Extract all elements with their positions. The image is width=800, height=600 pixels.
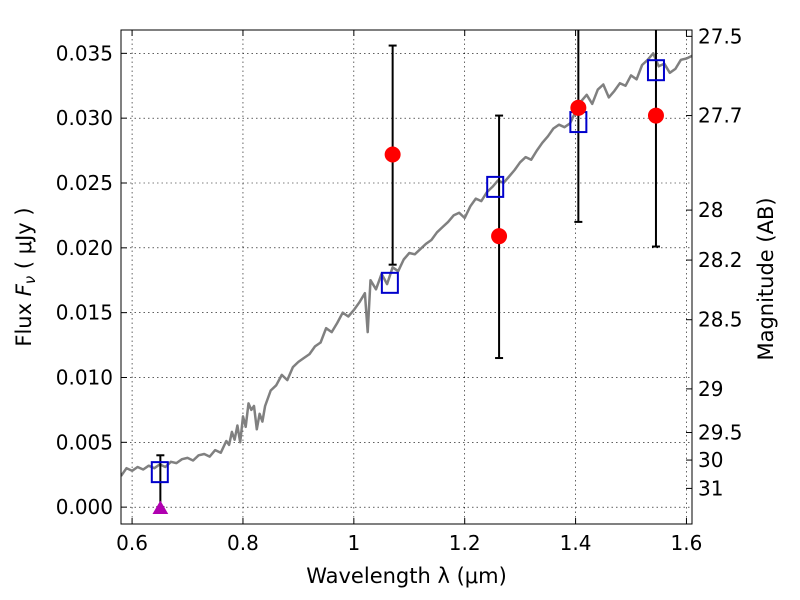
mag-tick-label: 28 [698, 198, 723, 222]
model-square-point [646, 59, 665, 82]
observed-point [570, 99, 587, 116]
upper-limit-markers [152, 500, 169, 514]
mag-tick-label: 28.5 [698, 308, 743, 332]
mag-tick-label: 29 [698, 377, 723, 401]
x-tick-label: 0.6 [116, 531, 148, 555]
y-tick-label: 0.010 [56, 365, 113, 389]
mag-tick-label: 30 [698, 448, 723, 472]
x-axis-label: Wavelength λ (μm) [306, 564, 507, 588]
y-tick-label: 0.035 [56, 41, 113, 65]
y-tick-label: 0.020 [56, 236, 113, 260]
mag-tick-label: 27.7 [698, 104, 743, 128]
grid [121, 30, 692, 524]
y-tick-label: 0.030 [56, 106, 113, 130]
observed-point [491, 228, 508, 245]
x-tick-label: 1.4 [560, 531, 592, 555]
y-tick-label: 0.015 [56, 301, 113, 325]
model-square-point [380, 271, 399, 294]
x-tick-label: 0.8 [227, 531, 259, 555]
upper-limit-point [152, 500, 169, 514]
y-axis-label: Flux Fν ( μJy ) [12, 207, 39, 346]
y-axis: 0.000 0.005 0.010 0.015 0.020 0.025 0.030 0.035 [56, 41, 127, 519]
model-photometry [150, 59, 665, 484]
model-square-point [150, 461, 169, 484]
observed-point [384, 146, 401, 163]
plot-frame [120, 29, 693, 525]
y-tick-label: 0.005 [56, 430, 113, 454]
magnitude-axis-label: Magnitude (AB) [754, 197, 778, 360]
observed-point [647, 107, 664, 124]
x-axis: 0.6 0.8 1 1.2 1.4 1.6 [116, 30, 702, 555]
y-tick-label: 0.025 [56, 171, 113, 195]
x-tick-label: 1.6 [671, 531, 703, 555]
mag-tick-label: 29.5 [698, 421, 743, 445]
model-square-point [486, 175, 505, 198]
mag-tick-label: 31 [698, 476, 723, 500]
x-tick-label: 1 [347, 531, 360, 555]
spectrum-line [121, 52, 692, 477]
mag-tick-label: 27.5 [698, 24, 743, 48]
observed-photometry [384, 99, 664, 245]
model-spectrum [121, 52, 692, 477]
y-tick-label: 0.000 [56, 495, 113, 519]
x-tick-label: 1.2 [449, 531, 481, 555]
mag-tick-label: 28.2 [698, 248, 743, 272]
magnitude-axis: 27.5 27.7 28 28.2 28.5 29 29.5 30 31 [686, 24, 743, 500]
